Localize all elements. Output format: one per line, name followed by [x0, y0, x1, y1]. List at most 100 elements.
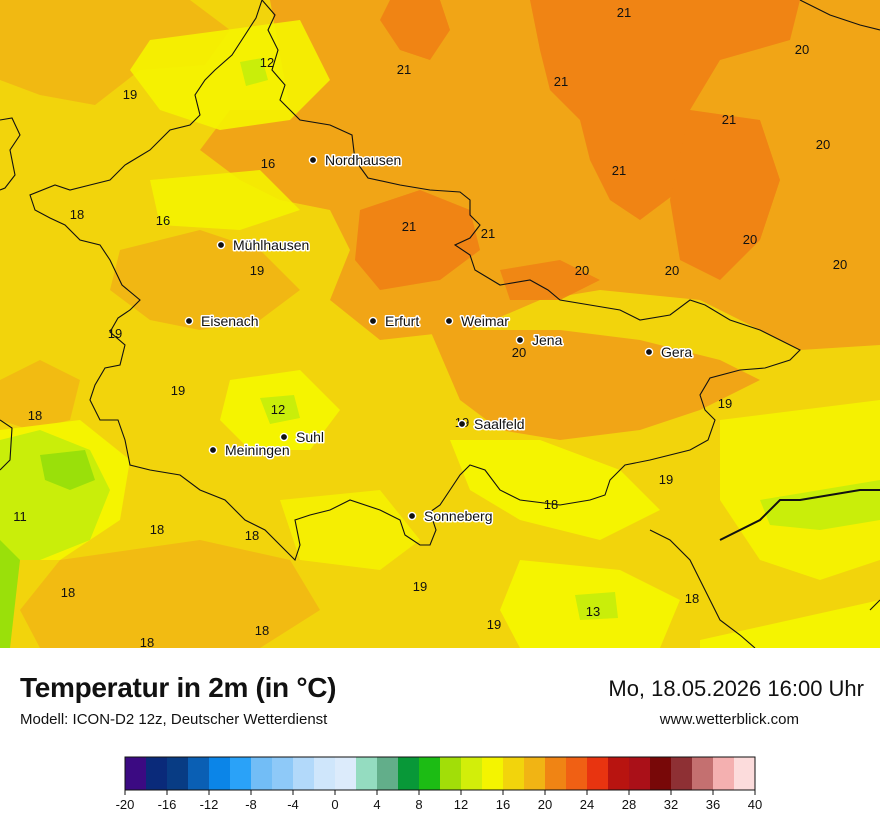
- legend-tick-label: -20: [116, 797, 135, 812]
- legend-tick-label: 28: [622, 797, 636, 812]
- legend-swatch: [524, 757, 546, 790]
- temperature-map: 21 12 21 21 20 19 21 20 16 21 18 16 21 19 21 20 20 20 19 20…: [0, 0, 880, 648]
- city-jena: Jena: [515, 331, 564, 350]
- city-label: Meiningen: [225, 442, 290, 458]
- legend-swatch: [629, 757, 651, 790]
- legend-swatch: [293, 757, 315, 790]
- city-dot: [644, 347, 654, 357]
- legend-swatch: [146, 757, 168, 790]
- temperature-value: 11: [13, 509, 27, 524]
- legend-tick-label: 36: [706, 797, 720, 812]
- temperature-value: 20: [833, 257, 847, 272]
- city-dot: [208, 445, 218, 455]
- temperature-value: 18: [544, 497, 558, 512]
- legend-tick-label: 4: [373, 797, 380, 812]
- temperature-value: 21: [397, 62, 411, 77]
- city-label: Saalfeld: [474, 416, 525, 432]
- temperature-value: 19: [250, 263, 264, 278]
- legend-swatch: [251, 757, 273, 790]
- temperature-value: 12: [271, 402, 285, 417]
- forecast-datetime: Mo, 18.05.2026 16:00 Uhr: [608, 676, 864, 701]
- city-label: Eisenach: [201, 313, 259, 329]
- temperature-value: 20: [512, 345, 526, 360]
- legend-swatch: [692, 757, 714, 790]
- legend-tick-label: 32: [664, 797, 678, 812]
- website-link[interactable]: www.wetterblick.com: [659, 711, 799, 728]
- city-nordhausen: Nordhausen: [308, 151, 403, 170]
- temperature-value: 20: [665, 263, 679, 278]
- temperature-value: 19: [487, 617, 501, 632]
- city-dot: [308, 155, 318, 165]
- state-borders: [0, 0, 880, 648]
- temperature-value: 20: [795, 42, 809, 57]
- city-saalfeld: Saalfeld: [457, 415, 526, 434]
- city-label: Gera: [661, 344, 692, 360]
- legend-tick-label: -12: [200, 797, 219, 812]
- legend-tick-label: -8: [245, 797, 257, 812]
- city-dot: [368, 316, 378, 326]
- temperature-value: 16: [156, 213, 170, 228]
- city-dot: [279, 432, 289, 442]
- temperature-value: 21: [554, 74, 568, 89]
- temperature-value: 18: [245, 528, 259, 543]
- temperature-value: 19: [413, 579, 427, 594]
- temperature-value: 18: [140, 635, 154, 648]
- temperature-value: 18: [150, 522, 164, 537]
- legend-tick-label: 40: [748, 797, 762, 812]
- footer: [0, 648, 880, 830]
- city-label: Suhl: [296, 429, 324, 445]
- legend-swatch: [272, 757, 294, 790]
- legend-swatch: [650, 757, 672, 790]
- temperature-field: [0, 0, 880, 648]
- temperature-value: 21: [402, 219, 416, 234]
- temperature-value: 19: [718, 396, 732, 411]
- legend-swatch: [566, 757, 588, 790]
- legend-swatch: [125, 757, 147, 790]
- city-label: Erfurt: [385, 313, 419, 329]
- legend-swatch: [419, 757, 441, 790]
- city-label: Weimar: [461, 313, 509, 329]
- city-label: Mühlhausen: [233, 237, 309, 253]
- temperature-value: 16: [261, 156, 275, 171]
- temperature-value: 13: [586, 604, 600, 619]
- legend-swatch: [356, 757, 378, 790]
- legend-tick-label: 16: [496, 797, 510, 812]
- legend-tick-label: 0: [331, 797, 338, 812]
- temperature-value: 21: [481, 226, 495, 241]
- temperature-value: 19: [108, 326, 122, 341]
- legend-swatch: [713, 757, 735, 790]
- map-title: Temperatur in 2m (in °C): [20, 672, 337, 703]
- temperature-value: 20: [816, 137, 830, 152]
- city-label: Jena: [532, 332, 563, 348]
- legend-swatch: [671, 757, 693, 790]
- city-dot: [184, 316, 194, 326]
- temperature-value: 18: [28, 408, 42, 423]
- temperature-value: 18: [70, 207, 84, 222]
- legend-swatch: [377, 757, 399, 790]
- legend-tick-label: -4: [287, 797, 299, 812]
- legend-frame: [124, 756, 756, 791]
- legend-tick-label: -16: [158, 797, 177, 812]
- city-gera: Gera: [644, 343, 694, 362]
- city-suhl: Suhl: [279, 428, 326, 447]
- city-weimar: Weimar: [444, 312, 511, 331]
- color-legend: -20 -16 -12 -8 -4 0 4 8 12 16 20 24 28 32 36 40: [116, 756, 762, 812]
- temperature-value-labels: 21 12 21 21 20 19 21 20 16 21 18 16 21 19 21 20 20 20 19 20…: [13, 5, 847, 648]
- legend-swatch: [503, 757, 525, 790]
- temperature-value: 19: [123, 87, 137, 102]
- model-info: Modell: ICON-D2 12z, Deutscher Wetterdie…: [20, 711, 328, 728]
- temperature-value: 12: [260, 55, 274, 70]
- city-label: Nordhausen: [325, 152, 401, 168]
- city-erfurt: Erfurt: [368, 312, 421, 331]
- legend-swatch: [230, 757, 252, 790]
- city-mühlhausen: Mühlhausen: [216, 236, 311, 255]
- legend-swatch: [209, 757, 231, 790]
- temperature-value: 20: [575, 263, 589, 278]
- temperature-value: 19: [659, 472, 673, 487]
- legend-swatch: [461, 757, 483, 790]
- city-dot: [407, 511, 417, 521]
- city-dot: [216, 240, 226, 250]
- temperature-value: 21: [612, 163, 626, 178]
- temperature-value: 19: [171, 383, 185, 398]
- city-markers: Nordhausen Mühlhausen Eisenach Erfurt Weimar…: [184, 151, 694, 526]
